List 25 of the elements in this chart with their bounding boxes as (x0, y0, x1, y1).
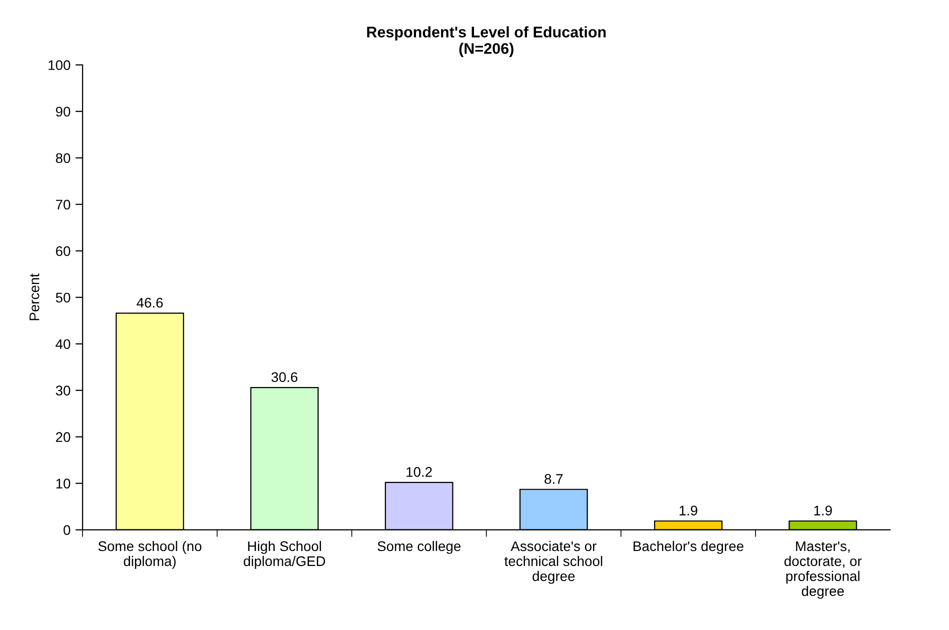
x-tick-label: Some school (no diploma) (98, 540, 202, 569)
x-tick-label: Bachelor's degree (634, 540, 744, 554)
x-tick-label: Master's, doctorate, or professional degree (784, 541, 862, 599)
x-tick-label: Some college (378, 540, 461, 554)
x-tick-label: High School diploma/GED (244, 540, 326, 569)
data-label: 46.6 (136, 298, 163, 308)
y-tick-label: 0 (64, 525, 70, 535)
x-tick-label: Associate's or technical school degree (504, 540, 602, 584)
y-tick-label: 90 (56, 106, 70, 117)
y-axis-title: Percent (30, 274, 40, 320)
y-tick-label: 20 (56, 432, 70, 442)
y-tick-label: 30 (56, 386, 70, 396)
data-label: 8.7 (544, 474, 563, 484)
y-tick-label: 100 (48, 60, 70, 70)
data-label: 1.9 (680, 506, 698, 516)
data-label: 10.2 (406, 467, 432, 477)
y-tick-label: 70 (56, 200, 70, 210)
y-tick-label: 80 (56, 153, 70, 164)
y-tick-label: 40 (56, 339, 70, 350)
data-label: 30.6 (271, 372, 298, 382)
data-label: 1.9 (814, 506, 832, 516)
y-tick-label: 10 (56, 478, 70, 489)
y-tick-label: 60 (56, 246, 70, 256)
chart-title: Respondent's Level of Education (N=206) (367, 26, 606, 57)
y-tick-label: 50 (56, 292, 70, 303)
